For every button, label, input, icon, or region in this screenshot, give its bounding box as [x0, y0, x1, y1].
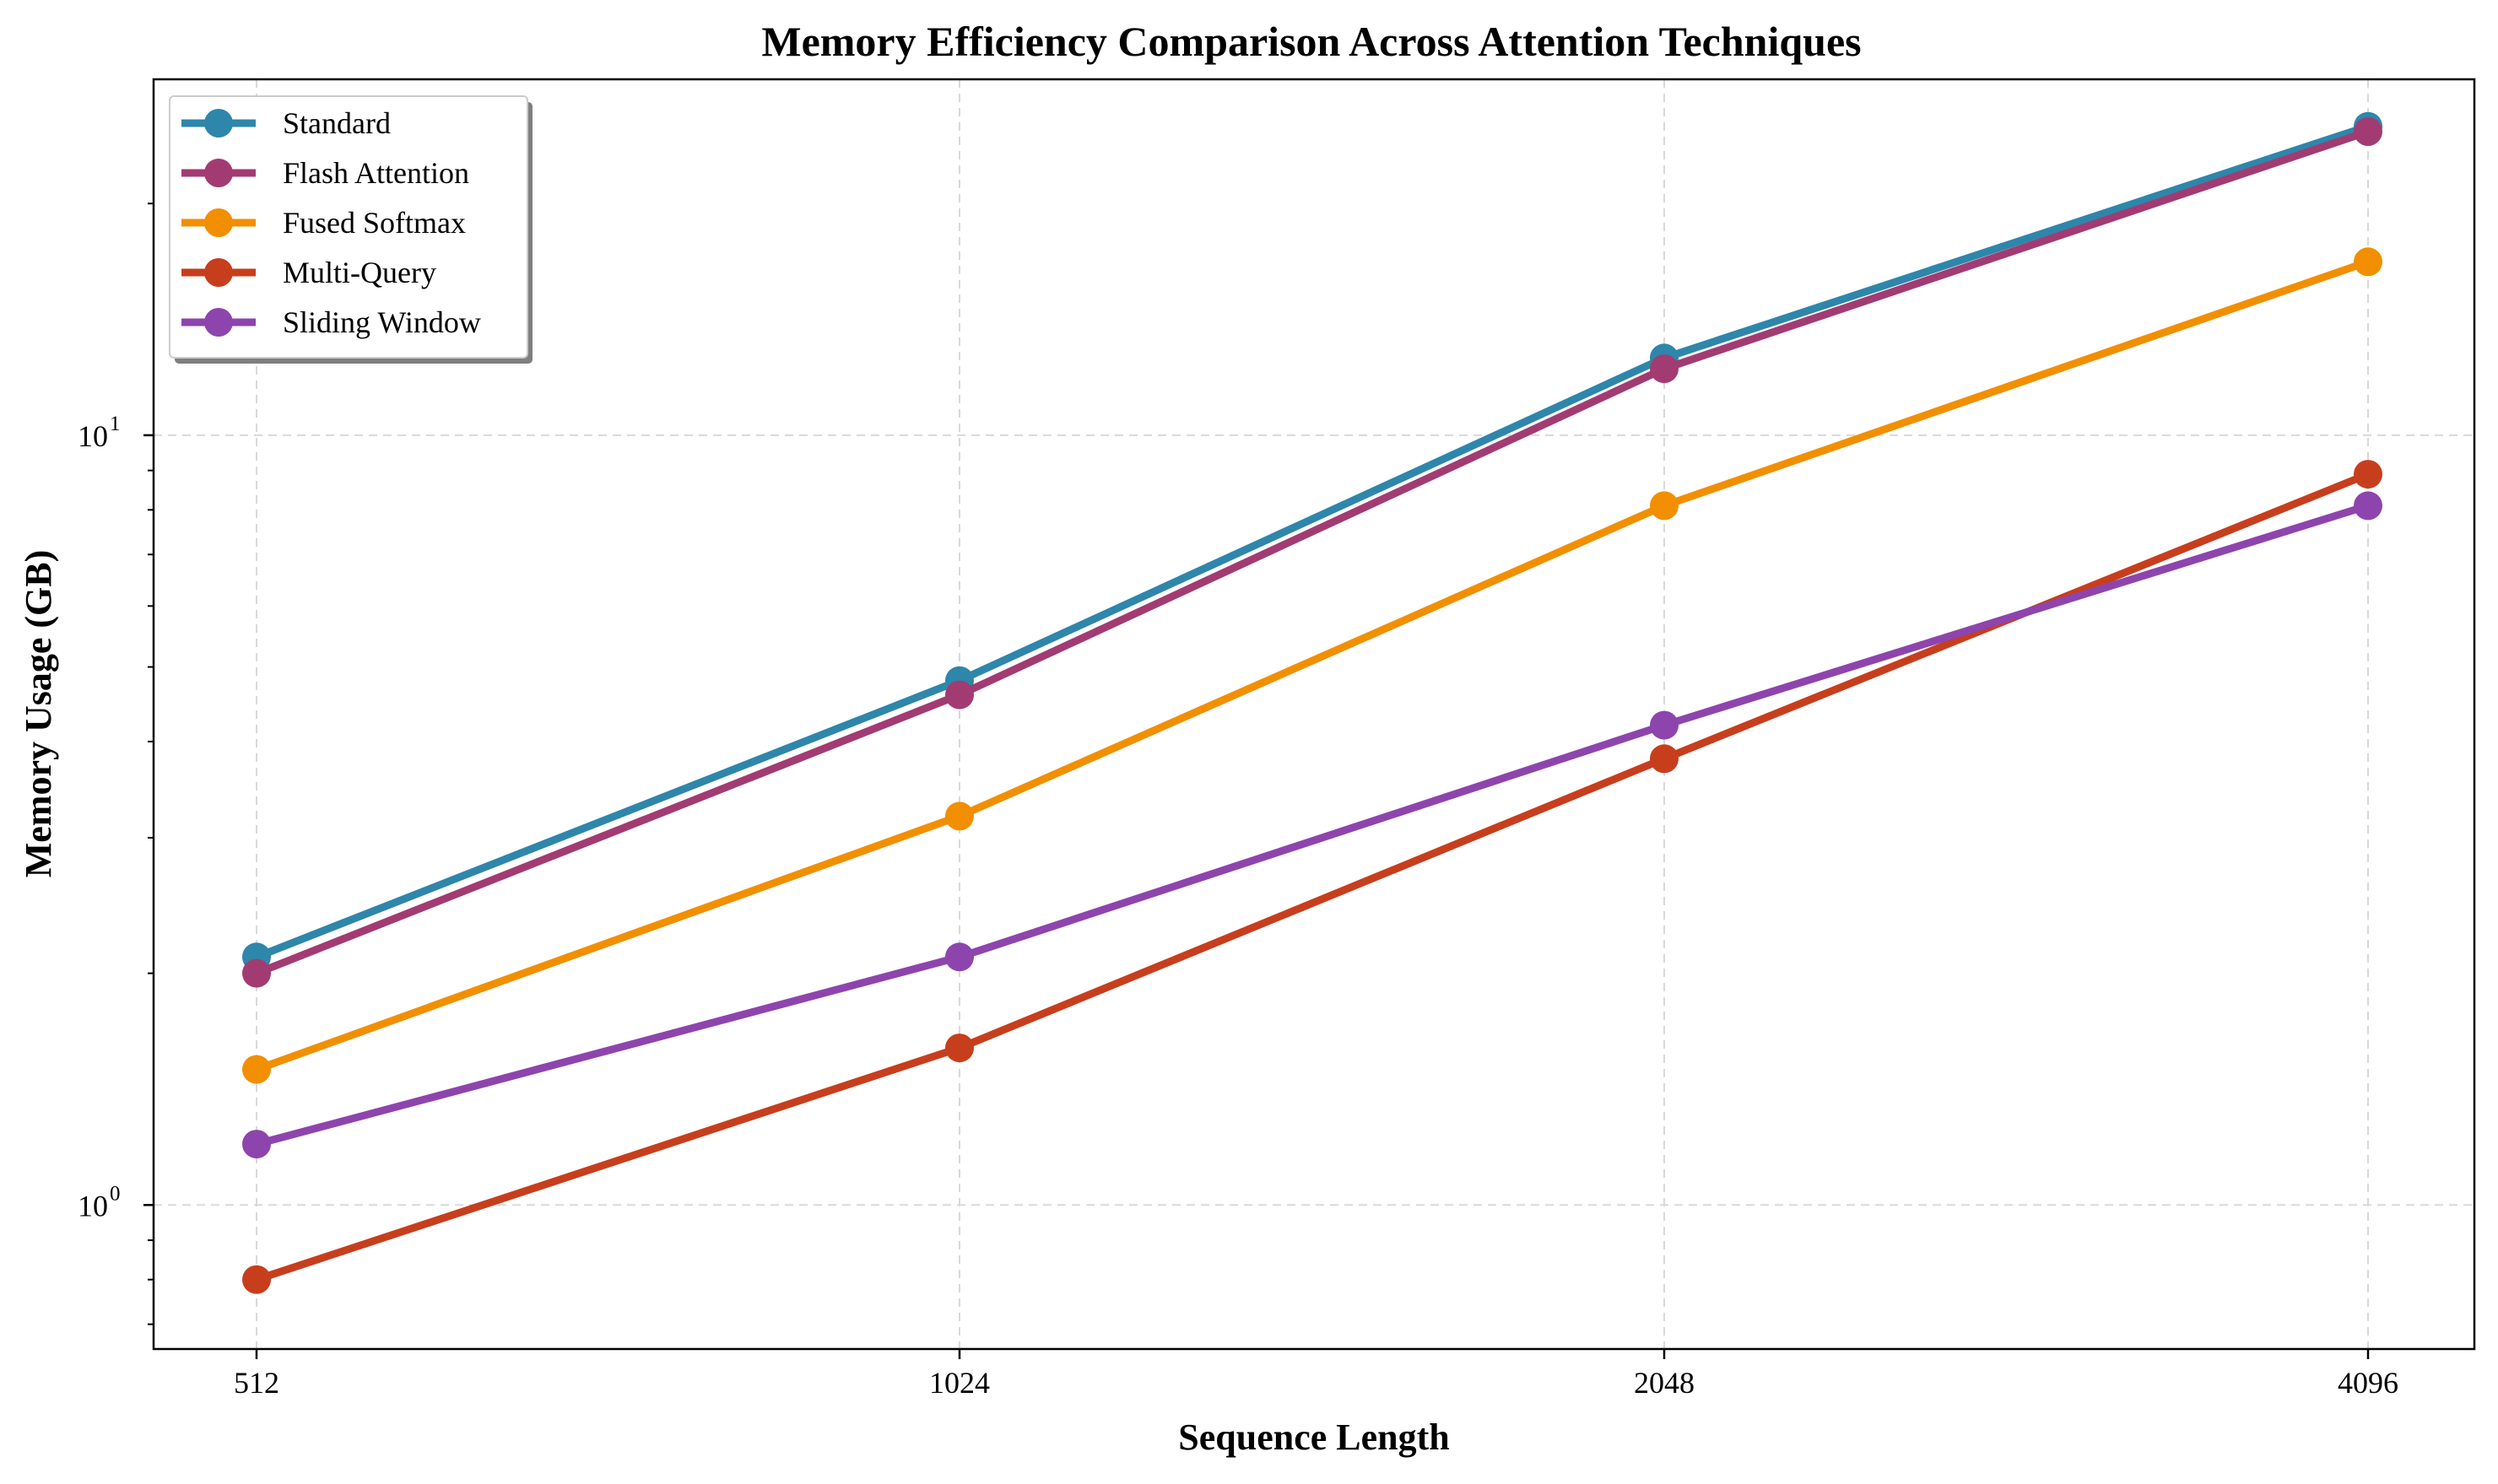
- legend-item: Flash Attention: [181, 156, 469, 190]
- series-line: [252, 122, 2372, 961]
- data-point: [242, 958, 271, 988]
- series-line: [252, 501, 2372, 1148]
- y-axis-label: Memory Usage (GB): [18, 550, 59, 878]
- data-point: [1650, 710, 1679, 740]
- y-tick-label: 10: [78, 1189, 108, 1222]
- legend-item: Fused Softmax: [181, 206, 466, 240]
- legend-label: Sliding Window: [283, 305, 481, 339]
- data-point: [1650, 744, 1679, 774]
- data-point: [2354, 460, 2382, 489]
- data-point: [2354, 491, 2382, 521]
- legend: Standard Flash Attention Fused Softmax Mult…: [169, 95, 533, 364]
- series-line: [252, 127, 2372, 978]
- legend-item: Multi-Query: [181, 256, 436, 289]
- series-fused-softmax: [242, 247, 2382, 1084]
- series-flash-attention: [242, 117, 2382, 988]
- legend-label: Standard: [283, 106, 391, 140]
- data-point: [945, 1033, 974, 1063]
- data-point: [1650, 491, 1679, 521]
- series-line: [252, 257, 2372, 1074]
- legend-marker: [204, 159, 233, 187]
- chart-title: Memory Efficiency Comparison Across Atte…: [761, 18, 1861, 65]
- data-point: [2354, 117, 2382, 146]
- series-sliding-window: [242, 491, 2382, 1159]
- plot-frame: [152, 78, 2476, 1351]
- legend-label: Fused Softmax: [283, 206, 466, 240]
- x-tick-label: 1024: [929, 1366, 990, 1400]
- y-tick-label: 10: [78, 419, 108, 453]
- legend-item: Standard: [181, 106, 391, 140]
- x-tick-label: 2048: [1634, 1366, 1695, 1400]
- legend-marker: [204, 258, 233, 287]
- data-point: [242, 1265, 271, 1294]
- legend-marker: [204, 308, 233, 337]
- legend-item: Sliding Window: [181, 305, 481, 339]
- legend-label: Multi-Query: [283, 256, 436, 289]
- data-point: [242, 1130, 271, 1159]
- series-lines: [242, 111, 2382, 1294]
- y-tick-exponent: 1: [110, 413, 121, 435]
- x-tick-label: 4096: [2338, 1366, 2398, 1400]
- x-axis-label: Sequence Length: [1178, 1417, 1449, 1458]
- data-point: [1650, 354, 1679, 384]
- x-tick-label: 512: [234, 1366, 279, 1400]
- legend-marker: [204, 109, 233, 138]
- data-point: [945, 801, 974, 831]
- data-point: [242, 1055, 271, 1084]
- legend-marker: [204, 208, 233, 237]
- data-point: [945, 680, 974, 710]
- data-point: [945, 942, 974, 972]
- legend-label: Flash Attention: [283, 156, 469, 190]
- data-point: [2354, 247, 2382, 277]
- y-tick-exponent: 0: [110, 1182, 121, 1205]
- legend-box: [169, 95, 528, 359]
